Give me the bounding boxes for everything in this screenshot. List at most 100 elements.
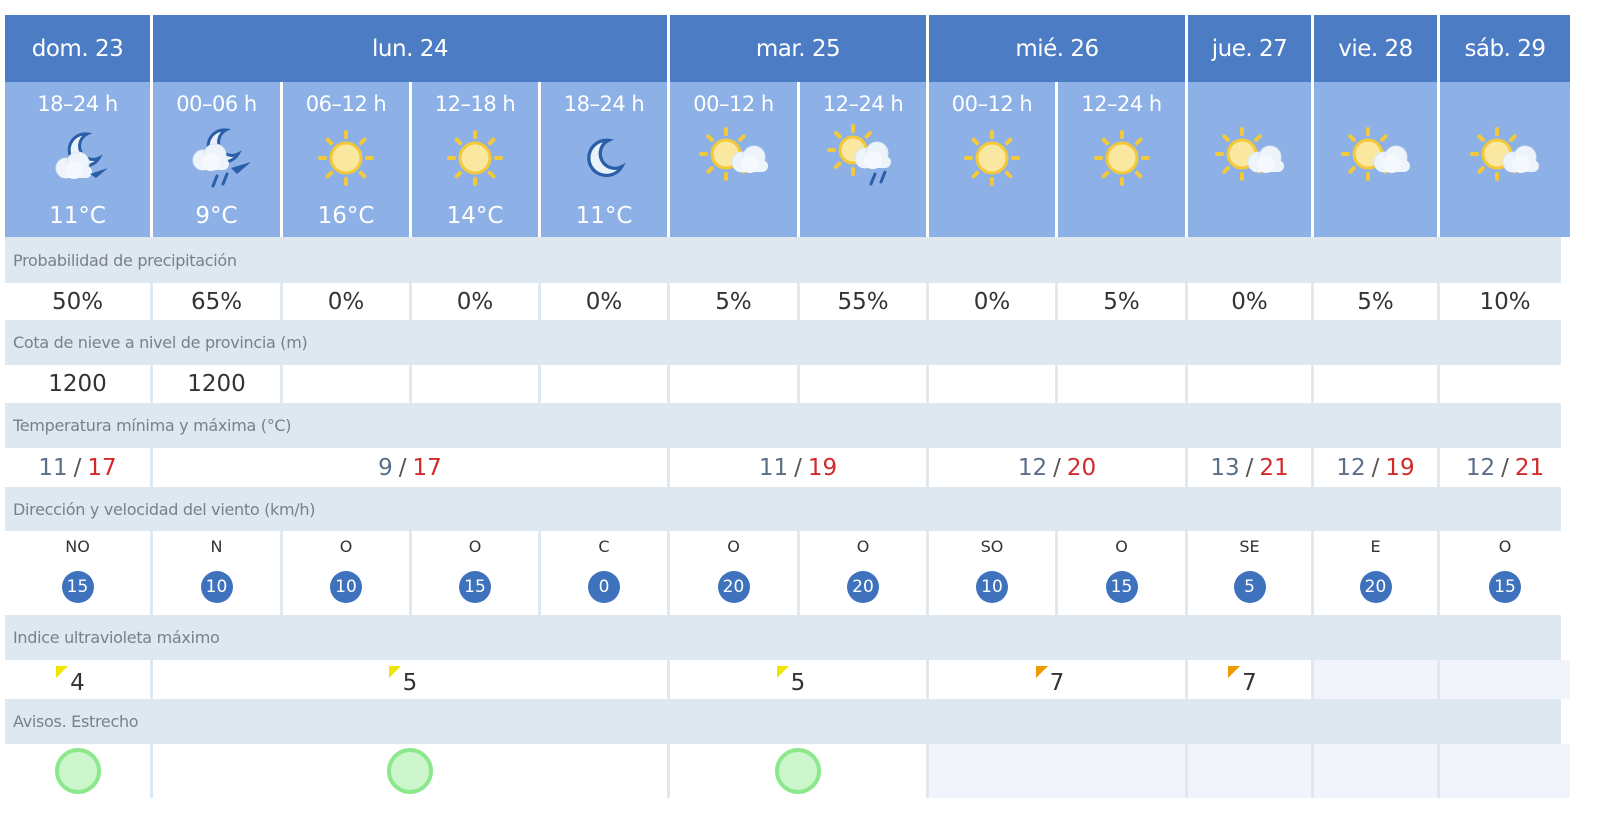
uv-cell: 7 — [929, 660, 1185, 699]
moon-icon — [564, 124, 644, 194]
sun-icon — [1082, 124, 1162, 194]
wind-cell: O 15 — [412, 531, 538, 615]
uv-cell: 5 — [153, 660, 667, 699]
precip-value: 0% — [283, 283, 409, 320]
wind-speed-badge: 15 — [1489, 571, 1521, 603]
aviso-cell — [1440, 744, 1570, 798]
sun-cloud-rain-icon — [823, 124, 903, 194]
snow-value — [1058, 365, 1185, 403]
precip-value: 0% — [1188, 283, 1311, 320]
uv-value: 4 — [70, 669, 85, 696]
wind-direction: N — [210, 537, 223, 556]
snow-value — [1314, 365, 1437, 403]
temp-min: 12 — [1465, 454, 1496, 481]
snow-value — [283, 365, 409, 403]
wind-direction: SO — [980, 537, 1004, 556]
precip-value: 55% — [800, 283, 926, 320]
wind-direction: C — [598, 537, 610, 556]
uv-value: 5 — [790, 669, 806, 696]
aviso-green-icon[interactable] — [54, 748, 101, 794]
snow-label: Cota de nieve a nivel de provincia (m) — [5, 320, 1561, 365]
wind-speed-badge: 10 — [976, 571, 1008, 603]
wind-speed-badge: 20 — [1359, 571, 1392, 603]
snow-value: 1200 — [153, 365, 280, 403]
temp-max: 19 — [807, 454, 838, 481]
wind-cell: N 10 — [153, 531, 280, 615]
wind-cell: O 15 — [1440, 531, 1570, 615]
period-cell — [1314, 82, 1437, 237]
wind-speed-badge: 0 — [588, 571, 620, 603]
snow-value — [1188, 365, 1311, 403]
uv-value-wrap: 7 — [1035, 664, 1065, 696]
temp-separator: / — [1245, 454, 1254, 481]
wind-cell: SE 5 — [1188, 531, 1311, 615]
avisos-row — [5, 744, 1570, 798]
snow-value — [670, 365, 797, 403]
uv-cell — [1314, 660, 1437, 699]
temp-min: 9 — [378, 454, 393, 481]
wind-direction: NO — [65, 537, 90, 556]
temp-max: 21 — [1259, 454, 1289, 481]
temp-separator: / — [1053, 454, 1061, 481]
temp-min-max: 11/17 — [5, 448, 150, 487]
wind-cell: O 20 — [670, 531, 797, 615]
wind-direction: O — [468, 537, 482, 556]
period-cell — [1440, 82, 1570, 237]
period-cell: 12–18 h 14°C — [412, 82, 538, 237]
precip-value: 5% — [670, 283, 797, 320]
uv-value-wrap: 5 — [388, 664, 418, 696]
period-cell: 00–12 h — [929, 82, 1055, 237]
uv-level-icon — [56, 665, 69, 678]
sun-cloud-icon — [1465, 124, 1545, 194]
wind-direction: O — [1498, 537, 1512, 556]
precip-label: Probabilidad de precipitación — [5, 237, 1561, 283]
temp-max: 17 — [412, 454, 442, 481]
uv-value-wrap: 5 — [776, 664, 806, 696]
aviso-cell — [670, 744, 926, 798]
period-temperature: 9°C — [195, 203, 238, 229]
temp-separator: / — [73, 454, 82, 481]
wind-speed-badge: 15 — [61, 571, 94, 603]
wind-label: Dirección y velocidad del viento (km/h) — [5, 487, 1561, 531]
period-label: 12–24 h — [1081, 92, 1162, 116]
wind-speed-badge: 20 — [847, 571, 879, 603]
wind-speed-badge: 15 — [1105, 571, 1138, 603]
temp-min-max: 13/21 — [1188, 448, 1311, 487]
period-label: 06–12 h — [305, 92, 387, 116]
aviso-green-icon[interactable] — [775, 748, 821, 794]
period-cell: 12–24 h — [800, 82, 926, 237]
temp-min-max: 12/19 — [1314, 448, 1437, 487]
snow-value: 1200 — [5, 365, 150, 403]
wind-speed-badge: 15 — [459, 571, 491, 603]
day-header-2: mar. 25 — [670, 15, 926, 82]
period-temperature: 11°C — [49, 203, 106, 229]
uv-value: 5 — [402, 669, 418, 696]
aviso-cell — [1314, 744, 1437, 798]
temp-min-max: 9/17 — [153, 448, 667, 487]
sun-cloud-icon — [1210, 124, 1290, 194]
forecast-table: dom. 23 lun. 24 mar. 25 mié. 26 jue. 27 vie. … — [5, 15, 1570, 798]
uv-level-icon — [1228, 665, 1241, 678]
period-label: 18–24 h — [563, 92, 645, 116]
day-header-0: dom. 23 — [5, 15, 150, 82]
wind-direction: E — [1370, 537, 1381, 556]
precip-value: 0% — [541, 283, 667, 320]
wind-speed-badge: 10 — [330, 571, 362, 603]
wind-cell: O 20 — [800, 531, 926, 615]
uv-level-icon — [1035, 665, 1048, 678]
cloud-moon-rain-icon — [177, 124, 257, 194]
wind-cell: E 20 — [1314, 531, 1437, 615]
day-header-3: mié. 26 — [929, 15, 1185, 82]
temp-separator: / — [398, 454, 407, 481]
wind-speed-badge: 10 — [200, 571, 233, 603]
temp-separator: / — [1371, 454, 1380, 481]
wind-cell: O 10 — [283, 531, 409, 615]
aviso-cell — [153, 744, 667, 798]
uv-value: 7 — [1049, 669, 1065, 696]
aviso-green-icon[interactable] — [387, 748, 433, 794]
wind-direction: O — [339, 537, 353, 556]
period-cell: 18–24 h 11°C — [5, 82, 150, 237]
wind-direction: O — [856, 537, 870, 556]
precip-value: 5% — [1314, 283, 1437, 320]
